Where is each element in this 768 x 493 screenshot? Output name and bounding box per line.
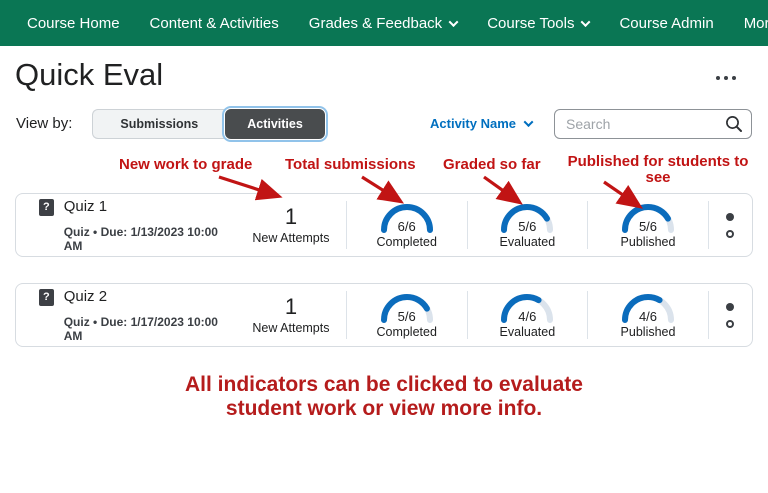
nav-label: Course Tools <box>487 14 575 32</box>
divider <box>587 201 589 249</box>
row-status-dots <box>709 302 752 328</box>
new-attempts-label: New Attempts <box>252 231 330 245</box>
gauge-arc-icon <box>622 294 674 323</box>
divider <box>345 291 347 339</box>
annotation-total-submissions: Total submissions <box>285 156 416 173</box>
quiz-icon: ? <box>39 288 54 306</box>
gauge-arc-fill <box>380 294 433 323</box>
gauge-arc-fill <box>380 204 433 233</box>
course-navbar: Course Home Content & Activities Grades … <box>0 0 768 46</box>
footnote-line-1: All indicators can be clicked to evaluat… <box>185 373 583 396</box>
gauge-value: 4/6 <box>518 309 537 324</box>
annotation-graded: Graded so far <box>443 156 541 173</box>
gauge-value: 5/6 <box>397 309 416 324</box>
outlined-dot-icon[interactable] <box>726 229 735 238</box>
gauge-arc-fill <box>501 294 554 323</box>
annotation-published: Published for students to see <box>567 153 749 186</box>
outlined-dot-icon[interactable] <box>726 319 735 328</box>
gauge-value: 6/6 <box>397 219 416 234</box>
chevron-down-icon <box>523 117 534 128</box>
new-attempts-indicator[interactable]: 1 New Attempts <box>236 204 346 246</box>
new-attempts-count: 1 <box>284 204 298 229</box>
nav-label: More <box>743 14 768 32</box>
nav-label: Grades & Feedback <box>308 14 443 32</box>
page-header: Quick Eval <box>0 46 768 94</box>
overflow-menu-icon[interactable] <box>710 70 742 86</box>
gauge-label: Completed <box>376 325 437 339</box>
activity-info: ? Quiz 1 Quiz • Due: 1/13/2023 10:00 AM <box>16 198 236 253</box>
annotation-new-work: New work to grade <box>119 156 253 173</box>
chevron-down-icon <box>581 16 591 27</box>
completed-indicator[interactable]: 5/6 Completed <box>347 291 467 339</box>
gauge-label: Completed <box>376 235 437 249</box>
completed-indicator[interactable]: 6/6 Completed <box>347 201 467 249</box>
divider <box>466 291 468 339</box>
toggle-submissions[interactable]: Submissions <box>92 108 226 139</box>
nav-label: Content & Activities <box>149 14 279 32</box>
nav-more[interactable]: More <box>733 9 768 38</box>
nav-label: Course Home <box>27 14 120 32</box>
nav-content-activities[interactable]: Content & Activities <box>139 9 290 38</box>
gauge-arc-fill <box>622 294 674 323</box>
activity-list: ? Quiz 1 Quiz • Due: 1/13/2023 10:00 AM … <box>15 193 753 347</box>
divider <box>466 201 468 249</box>
gauge-value: 5/6 <box>638 219 658 234</box>
activity-due-date: Quiz • Due: 1/13/2023 10:00 AM <box>63 224 218 253</box>
evaluated-indicator[interactable]: 4/6 Evaluated <box>468 291 588 339</box>
gauge-label: Published <box>620 235 676 249</box>
new-attempts-indicator[interactable]: 1 New Attempts <box>236 294 346 336</box>
gauge-arc-icon <box>501 294 554 323</box>
evaluated-indicator[interactable]: 5/6 Evaluated <box>468 201 588 249</box>
activity-due-date: Quiz • Due: 1/17/2023 10:00 AM <box>63 314 218 343</box>
row-status-dots <box>709 212 752 238</box>
gauge-label: Evaluated <box>499 235 556 249</box>
page-title: Quick Eval <box>15 57 164 92</box>
nav-course-home[interactable]: Course Home <box>16 9 131 38</box>
gauge-label: Published <box>620 325 676 339</box>
divider <box>707 201 709 249</box>
gauge-value: 5/6 <box>518 219 537 234</box>
search-input[interactable] <box>554 108 752 139</box>
activity-row-quiz-1: ? Quiz 1 Quiz • Due: 1/13/2023 10:00 AM … <box>15 193 753 257</box>
annotation-footnote: All indicators can be clicked to evaluat… <box>0 373 768 421</box>
activity-row-quiz-2: ? Quiz 2 Quiz • Due: 1/17/2023 10:00 AM … <box>15 283 753 347</box>
nav-grades-feedback[interactable]: Grades & Feedback <box>298 9 468 38</box>
activity-info: ? Quiz 2 Quiz • Due: 1/17/2023 10:00 AM <box>16 288 236 343</box>
filled-dot-icon[interactable] <box>726 212 735 221</box>
gauge-arc-icon <box>380 294 433 323</box>
chevron-down-icon <box>448 16 459 27</box>
divider <box>707 291 709 339</box>
published-indicator[interactable]: 4/6 Published <box>588 291 708 339</box>
nav-course-admin[interactable]: Course Admin <box>608 9 724 38</box>
quiz-icon: ? <box>39 198 54 216</box>
sort-dropdown-label: Activity Name <box>430 116 516 131</box>
gauge-arc-icon <box>622 204 674 233</box>
gauge-arc-icon <box>501 204 554 233</box>
view-by-label: View by: <box>16 115 73 132</box>
nav-course-tools[interactable]: Course Tools <box>476 9 600 38</box>
activity-title: Quiz 1 <box>63 197 108 215</box>
filled-dot-icon[interactable] <box>726 302 735 311</box>
new-attempts-label: New Attempts <box>252 321 330 335</box>
activity-title: Quiz 2 <box>63 287 108 305</box>
footnote-line-2: student work or view more info. <box>225 397 543 420</box>
search-icon[interactable] <box>724 114 744 134</box>
new-attempts-count: 1 <box>284 294 298 319</box>
search-box <box>554 108 752 139</box>
sort-dropdown[interactable]: Activity Name <box>430 116 534 131</box>
toggle-activities[interactable]: Activities <box>225 108 325 139</box>
gauge-label: Evaluated <box>499 325 556 339</box>
gauge-value: 4/6 <box>638 309 658 324</box>
divider <box>587 291 589 339</box>
gauge-arc-fill <box>501 204 554 233</box>
gauge-arc-icon <box>380 204 433 233</box>
view-controls: View by: Submissions Activities Activity… <box>0 108 768 139</box>
view-toggle-group: Submissions Activities <box>92 108 325 139</box>
gauge-arc-fill <box>622 204 674 233</box>
nav-label: Course Admin <box>619 14 714 32</box>
divider <box>345 201 347 249</box>
published-indicator[interactable]: 5/6 Published <box>588 201 708 249</box>
